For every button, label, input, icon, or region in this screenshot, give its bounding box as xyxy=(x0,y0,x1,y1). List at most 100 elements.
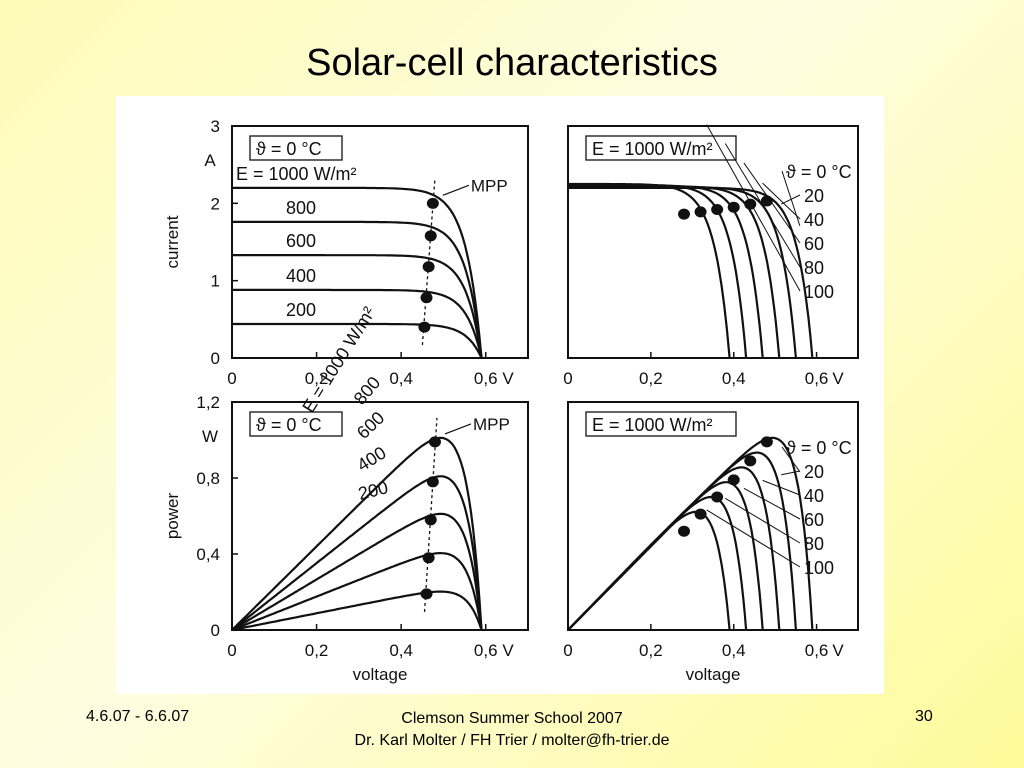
condition-box xyxy=(249,411,343,437)
series-label: 80 xyxy=(804,258,824,278)
y-tick-label: 3 xyxy=(211,117,220,136)
series-curve xyxy=(567,481,764,631)
series-curve xyxy=(567,451,797,631)
series-curve xyxy=(568,182,731,359)
plot-frame xyxy=(567,401,859,631)
x-tick-label: 0 xyxy=(563,369,572,388)
x-unit-label: V xyxy=(502,369,514,388)
y-unit-label: A xyxy=(204,151,216,170)
series-leader xyxy=(781,446,801,473)
x-tick-label: 0,4 xyxy=(722,369,746,388)
x-unit-label: V xyxy=(832,369,844,388)
mpp-point xyxy=(744,455,757,467)
mpp-point xyxy=(760,195,773,207)
x-tick-label: 0,2 xyxy=(305,641,329,660)
series-leader xyxy=(725,497,801,544)
series-curve xyxy=(568,184,764,359)
mpp-label: MPP xyxy=(473,415,510,434)
series-label: 80 xyxy=(804,534,824,554)
series-leader xyxy=(743,487,801,520)
series-label: 60 xyxy=(804,234,824,254)
series-label: 20 xyxy=(804,462,824,482)
series-label: ϑ = 0 °C xyxy=(786,162,852,182)
y-unit-label: W xyxy=(202,427,218,446)
series-label: 40 xyxy=(804,210,824,230)
x-unit-label: V xyxy=(502,641,514,660)
series-curve xyxy=(567,436,814,631)
mpp-leader xyxy=(442,184,470,196)
y-tick-label: 0 xyxy=(211,621,220,640)
footer-author: Dr. Karl Molter / FH Trier / molter@fh-t… xyxy=(354,732,670,749)
plot-frame xyxy=(231,401,529,631)
footer-event: Clemson Summer School 2007 xyxy=(401,710,623,727)
series-leader xyxy=(743,162,801,244)
x-tick-label: 0,2 xyxy=(639,641,663,660)
plot-frame xyxy=(567,125,859,359)
x-tick-label: 0,6 xyxy=(474,369,498,388)
series-leader xyxy=(780,194,801,205)
series-curve xyxy=(231,475,483,631)
series-label: 400 xyxy=(286,266,316,286)
x-tick-label: 0,2 xyxy=(305,369,329,388)
mpp-point xyxy=(678,525,690,537)
series-label: 200 xyxy=(286,300,316,320)
series-curve xyxy=(232,288,483,359)
x-tick-label: 0,4 xyxy=(722,641,746,660)
series-leader xyxy=(781,470,801,476)
y-tick-label: 0,4 xyxy=(196,545,220,564)
series-label: 40 xyxy=(804,486,824,506)
slide-title: Solar-cell characteristics xyxy=(306,42,718,84)
condition-box xyxy=(249,135,343,161)
y-tick-label: 1 xyxy=(211,272,220,291)
condition-label: ϑ = 0 °C xyxy=(256,139,322,159)
x-tick-label: 0,6 xyxy=(805,641,829,660)
series-curve xyxy=(231,590,483,632)
series-label: 20 xyxy=(804,186,824,206)
series-curve xyxy=(568,185,781,359)
condition-box xyxy=(585,411,737,437)
x-tick-label: 0,4 xyxy=(389,369,413,388)
y-tick-label: 0,8 xyxy=(196,469,220,488)
y-axis-title: current xyxy=(163,215,182,268)
series-curve xyxy=(231,512,483,631)
x-tick-label: 0,4 xyxy=(389,641,413,660)
series-curve xyxy=(232,186,483,359)
series-curve xyxy=(231,551,483,632)
mpp-locus xyxy=(421,179,436,346)
y-axis-title: power xyxy=(163,493,182,540)
mpp-point xyxy=(420,292,433,304)
series-label: 100 xyxy=(804,282,834,302)
series-leader xyxy=(706,124,801,292)
series-label: 60 xyxy=(804,510,824,530)
mpp-label: MPP xyxy=(471,176,508,195)
plot-frame xyxy=(231,125,529,359)
series-label: 600 xyxy=(286,231,316,251)
x-axis-title: voltage xyxy=(686,665,741,684)
footer-center: Clemson Summer School 2007 Dr. Karl Molt… xyxy=(0,708,1024,752)
series-leader xyxy=(762,479,801,496)
mpp-point xyxy=(426,476,439,488)
series-label: 400 xyxy=(354,443,390,476)
mpp-point xyxy=(760,436,773,448)
mpp-locus xyxy=(423,417,438,612)
series-label: 800 xyxy=(350,373,385,409)
x-unit-label: V xyxy=(832,641,844,660)
series-curve xyxy=(232,254,483,359)
series-leader xyxy=(706,509,801,568)
mpp-point xyxy=(420,588,433,600)
series-curve xyxy=(567,466,781,631)
mpp-point xyxy=(694,508,707,520)
series-curve xyxy=(567,510,731,631)
series-curve xyxy=(231,436,483,631)
series-label: 200 xyxy=(356,477,390,504)
series-label: ϑ = 0 °C xyxy=(786,438,852,458)
y-tick-label: 1,2 xyxy=(196,393,220,412)
series-curve xyxy=(232,322,483,359)
y-tick-label: 2 xyxy=(211,194,220,213)
condition-label: E = 1000 W/m² xyxy=(592,139,713,159)
x-tick-label: 0,2 xyxy=(639,369,663,388)
footer-page-number: 30 xyxy=(915,708,933,725)
series-leader xyxy=(781,170,801,227)
series-curve xyxy=(568,186,814,359)
